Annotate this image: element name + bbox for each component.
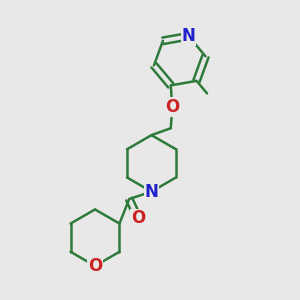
- Text: O: O: [88, 257, 102, 275]
- Text: N: N: [145, 183, 158, 201]
- Text: O: O: [165, 98, 179, 116]
- Text: N: N: [182, 27, 196, 45]
- Text: O: O: [131, 209, 145, 227]
